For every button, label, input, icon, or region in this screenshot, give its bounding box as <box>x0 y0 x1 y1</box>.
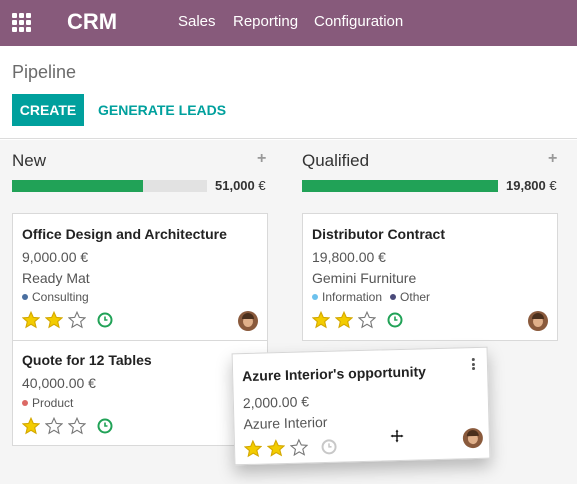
column-total: 51,000 € <box>215 178 266 193</box>
card-amount: 19,800.00 € <box>312 249 386 265</box>
star-empty-icon[interactable] <box>68 417 86 435</box>
card-customer: Ready Mat <box>22 270 90 286</box>
star-filled-icon[interactable] <box>22 417 40 435</box>
avatar[interactable] <box>462 427 484 449</box>
avatar[interactable] <box>238 311 258 331</box>
card-amount: 9,000.00 € <box>22 249 89 265</box>
app-brand[interactable]: CRM <box>67 9 118 34</box>
kebab-menu-icon[interactable] <box>471 358 476 371</box>
menu-reporting[interactable]: Reporting <box>233 13 299 30</box>
star-empty-icon[interactable] <box>45 417 63 435</box>
kanban-card[interactable]: Office Design and Architecture 9,000.00 … <box>12 213 268 341</box>
column-progress-bar[interactable] <box>302 180 498 192</box>
move-cursor-icon <box>389 428 405 444</box>
column-title-qualified[interactable]: Qualified <box>302 151 370 170</box>
star-empty-icon[interactable] <box>289 438 309 457</box>
star-filled-icon[interactable] <box>45 311 63 329</box>
breadcrumb: Pipeline <box>12 62 77 82</box>
card-tags: Product <box>22 396 81 410</box>
create-button[interactable]: CREATE <box>12 94 84 126</box>
card-title: Distributor Contract <box>312 226 445 242</box>
clock-icon[interactable] <box>321 439 337 455</box>
card-tags: Information Other <box>312 290 438 304</box>
generate-leads-button[interactable]: GENERATE LEADS <box>92 94 232 126</box>
kanban-card[interactable]: Distributor Contract 19,800.00 € Gemini … <box>302 213 558 341</box>
top-navbar: CRM Sales Reporting Configuration <box>0 0 577 46</box>
dragged-kanban-card[interactable]: Azure Interior's opportunity 2,000.00 € … <box>231 346 491 466</box>
clock-icon[interactable] <box>97 312 113 328</box>
plus-icon[interactable]: + <box>257 150 267 167</box>
card-customer: Azure Interior <box>243 413 328 433</box>
column-total: 19,800 € <box>506 178 557 193</box>
tag: Information <box>312 290 382 304</box>
star-filled-icon[interactable] <box>243 439 263 458</box>
kanban-card[interactable]: Quote for 12 Tables 40,000.00 € Product <box>12 340 268 446</box>
apps-grid-icon[interactable] <box>12 13 31 32</box>
avatar[interactable] <box>528 311 548 331</box>
control-panel: Pipeline CREATE GENERATE LEADS <box>0 46 577 139</box>
progress-fill <box>12 180 143 192</box>
tag: Consulting <box>22 290 89 304</box>
menu-sales[interactable]: Sales <box>178 13 216 30</box>
tag: Product <box>22 396 73 410</box>
star-filled-icon[interactable] <box>22 311 40 329</box>
menu-configuration[interactable]: Configuration <box>314 13 404 30</box>
clock-icon[interactable] <box>97 418 113 434</box>
star-filled-icon[interactable] <box>312 311 330 329</box>
progress-fill <box>302 180 498 192</box>
card-customer: Gemini Furniture <box>312 270 417 286</box>
star-filled-icon[interactable] <box>335 311 353 329</box>
star-empty-icon[interactable] <box>68 311 86 329</box>
card-title: Office Design and Architecture <box>22 226 227 242</box>
tag: Other <box>390 290 430 304</box>
card-amount: 40,000.00 € <box>22 375 96 391</box>
clock-icon[interactable] <box>387 312 403 328</box>
card-amount: 2,000.00 € <box>242 393 310 412</box>
star-filled-icon[interactable] <box>266 439 286 457</box>
card-title: Quote for 12 Tables <box>22 352 152 368</box>
card-title: Azure Interior's opportunity <box>241 363 427 385</box>
column-progress-bar[interactable] <box>12 180 207 192</box>
column-title-new[interactable]: New <box>12 151 47 170</box>
card-tags: Consulting <box>22 290 97 304</box>
star-empty-icon[interactable] <box>358 311 376 329</box>
plus-icon[interactable]: + <box>548 150 558 167</box>
